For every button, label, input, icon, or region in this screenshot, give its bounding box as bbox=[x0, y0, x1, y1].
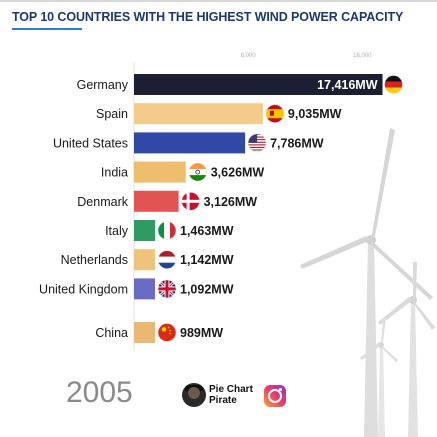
bar-row: Netherlands 1,142MW bbox=[61, 249, 234, 271]
spain-flag-icon bbox=[265, 104, 284, 123]
wind-turbine-illustration bbox=[300, 128, 435, 437]
brand-logo[interactable]: Pie Chart Pirate bbox=[182, 381, 292, 411]
bar bbox=[134, 103, 263, 125]
bar-row: India 3,626MW bbox=[101, 161, 265, 183]
bar bbox=[134, 132, 246, 154]
pirate-avatar-icon bbox=[182, 383, 206, 407]
bar bbox=[134, 220, 155, 241]
year-label: 2005 bbox=[66, 376, 133, 409]
value-label: 9,035MW bbox=[288, 107, 342, 121]
italy-flag-icon bbox=[158, 221, 176, 240]
bar-row: United States 7,786MW bbox=[53, 132, 324, 154]
value-label: 989MW bbox=[180, 326, 223, 340]
china-flag-icon bbox=[158, 323, 176, 342]
value-label: 3,126MW bbox=[204, 195, 258, 209]
bar-row: Germany 17,416MW bbox=[77, 74, 403, 95]
bar-row: China 989MW bbox=[95, 322, 223, 343]
bar-row: Italy 1,463MW bbox=[105, 220, 234, 241]
value-label: 1,092MW bbox=[180, 282, 234, 296]
brand-name-line2: Pirate bbox=[209, 395, 237, 406]
category-label: Netherlands bbox=[61, 253, 128, 267]
category-label: Germany bbox=[77, 78, 129, 92]
category-label: Spain bbox=[96, 107, 128, 121]
bar bbox=[134, 190, 179, 212]
bar bbox=[134, 278, 155, 300]
value-label: 3,626MW bbox=[211, 166, 265, 180]
brand-name-line1: Pie Chart bbox=[209, 384, 253, 395]
x-tick-label: 16,000 bbox=[353, 53, 372, 59]
value-label: 1,142MW bbox=[180, 253, 234, 267]
denmark-flag-icon bbox=[181, 192, 200, 211]
brand-name: Pie Chart Pirate bbox=[209, 384, 253, 406]
bar bbox=[134, 322, 155, 343]
bar bbox=[134, 161, 186, 183]
value-label: 17,416MW bbox=[317, 78, 378, 92]
category-label: United Kingdom bbox=[39, 282, 128, 296]
value-label: 7,786MW bbox=[270, 136, 324, 150]
bar-row: Denmark 3,126MW bbox=[77, 190, 258, 212]
bar bbox=[134, 249, 155, 271]
bar bbox=[134, 74, 383, 95]
x-tick-label: 8,000 bbox=[241, 53, 257, 59]
germany-flag-icon bbox=[384, 75, 403, 94]
value-label: 1,463MW bbox=[180, 224, 234, 238]
category-label: United States bbox=[53, 136, 128, 150]
category-label: Italy bbox=[105, 224, 129, 238]
india-flag-icon bbox=[188, 163, 207, 182]
bar-row: Spain 9,035MW bbox=[96, 103, 342, 125]
title-underline bbox=[12, 28, 82, 30]
bar-row: United Kingdom 1,092MW bbox=[39, 278, 234, 300]
category-label: India bbox=[101, 166, 128, 180]
netherlands-flag-icon bbox=[158, 250, 176, 269]
chart-title: TOP 10 COUNTRIES WITH THE HIGHEST WIND P… bbox=[12, 10, 404, 24]
top-divider bbox=[0, 0, 437, 2]
uk-flag-icon bbox=[158, 279, 176, 298]
category-label: China bbox=[95, 326, 128, 340]
instagram-icon[interactable] bbox=[264, 385, 286, 407]
usa-flag-icon bbox=[248, 133, 267, 152]
category-label: Denmark bbox=[77, 195, 128, 209]
